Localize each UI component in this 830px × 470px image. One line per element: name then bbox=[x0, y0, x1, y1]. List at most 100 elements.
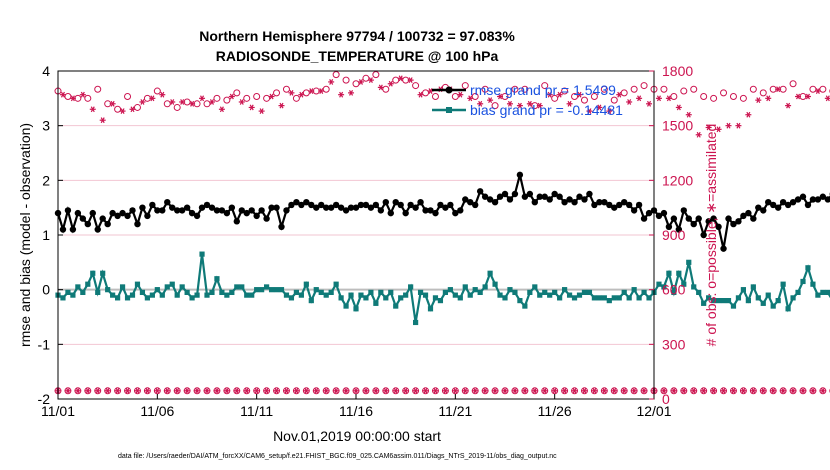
rmse-point bbox=[412, 204, 419, 211]
rmse-point bbox=[99, 215, 106, 222]
rmse-point bbox=[427, 207, 434, 214]
obs-assimilated-bottom-marker bbox=[372, 387, 379, 394]
obs-assimilated-bottom-marker bbox=[283, 387, 290, 394]
bias-point bbox=[755, 295, 761, 301]
left-tick-label: 0 bbox=[42, 282, 50, 298]
rmse-point bbox=[750, 215, 757, 222]
rmse-point bbox=[715, 223, 722, 230]
rmse-point bbox=[392, 199, 399, 206]
obs-assimilated-bottom-marker bbox=[601, 387, 608, 394]
bias-point bbox=[119, 284, 126, 290]
obs-assimilated-marker bbox=[357, 79, 364, 85]
obs-possible-marker bbox=[223, 96, 231, 104]
rmse-point bbox=[367, 204, 375, 211]
bias-point bbox=[393, 303, 399, 309]
bias-point bbox=[308, 298, 314, 304]
rmse-point bbox=[208, 204, 216, 211]
obs-possible-marker bbox=[620, 89, 628, 97]
rmse-point bbox=[193, 212, 201, 220]
obs-count-markers bbox=[54, 71, 830, 395]
bias-point bbox=[770, 303, 776, 309]
right-tick-label: 600 bbox=[662, 282, 686, 298]
obs-assimilated-marker bbox=[89, 106, 96, 113]
obs-assimilated-marker bbox=[765, 95, 772, 102]
bias-point bbox=[631, 287, 637, 293]
rmse-point bbox=[263, 215, 270, 222]
obs-assimilated-bottom-marker bbox=[74, 387, 81, 394]
rmse-point bbox=[770, 201, 777, 209]
bias-point bbox=[715, 298, 722, 304]
obs-assimilated-bottom-marker bbox=[213, 387, 220, 394]
rmse-point bbox=[804, 201, 812, 209]
rmse-point bbox=[824, 196, 830, 203]
obs-assimilated-bottom-marker bbox=[353, 387, 359, 394]
right-tick-label: 1200 bbox=[662, 172, 693, 188]
obs-possible-marker bbox=[610, 96, 618, 104]
obs-assimilated-marker bbox=[606, 108, 613, 114]
obs-assimilated-bottom-marker bbox=[800, 387, 806, 394]
obs-assimilated-bottom-marker bbox=[790, 387, 797, 394]
obs-assimilated-marker bbox=[675, 104, 682, 111]
rmse-point bbox=[452, 209, 459, 217]
obs-assimilated-marker bbox=[99, 117, 106, 124]
obs-assimilated-bottom-marker bbox=[154, 387, 161, 394]
obs-possible-marker bbox=[64, 93, 72, 101]
rmse-point bbox=[561, 199, 568, 206]
obs-assimilated-bottom-marker bbox=[710, 387, 717, 394]
left-axis-label: rmse and bias (model - observation) bbox=[17, 123, 33, 347]
obs-assimilated-marker bbox=[328, 79, 335, 85]
legend-rmse-label: rmse grand pr = 1.5439 bbox=[470, 82, 616, 98]
bias-point bbox=[95, 289, 101, 295]
rmse-point bbox=[526, 190, 534, 198]
rmse-point bbox=[64, 207, 72, 214]
bias-point bbox=[398, 295, 404, 301]
obs-assimilated-bottom-marker bbox=[442, 387, 449, 394]
rmse-point bbox=[357, 201, 365, 209]
obs-assimilated-marker bbox=[725, 122, 732, 129]
rmse-point bbox=[188, 209, 196, 217]
rmse-point bbox=[794, 196, 802, 203]
obs-possible-marker bbox=[491, 102, 499, 110]
bias-point bbox=[626, 295, 632, 301]
bias-point bbox=[760, 300, 766, 306]
bias-point bbox=[487, 270, 493, 276]
obs-assimilated-marker bbox=[367, 77, 374, 84]
rmse-point bbox=[462, 196, 469, 203]
obs-assimilated-marker bbox=[218, 106, 225, 113]
bias-point bbox=[686, 259, 692, 265]
rmse-point bbox=[695, 215, 702, 222]
obs-possible-marker bbox=[153, 87, 161, 95]
bias-point bbox=[547, 292, 553, 298]
obs-possible-marker bbox=[124, 93, 132, 101]
bias-point bbox=[254, 287, 260, 293]
x-tick-label: 11/16 bbox=[339, 403, 373, 419]
obs-assimilated-bottom-marker bbox=[243, 387, 250, 394]
rmse-point bbox=[437, 201, 444, 209]
obs-possible-marker bbox=[451, 93, 459, 101]
rmse-point bbox=[705, 218, 712, 225]
rmse-point bbox=[407, 201, 414, 209]
obs-assimilated-bottom-marker bbox=[690, 387, 697, 394]
rmse-point bbox=[298, 201, 305, 209]
x-tick-label: 11/11 bbox=[240, 403, 273, 419]
bias-point bbox=[656, 281, 662, 287]
rmse-point bbox=[183, 204, 191, 211]
rmse-point bbox=[735, 218, 742, 225]
obs-assimilated-marker bbox=[695, 131, 702, 138]
bias-point bbox=[303, 281, 309, 287]
rmse-point bbox=[476, 188, 484, 195]
rmse-point bbox=[89, 209, 96, 217]
bias-point bbox=[174, 292, 180, 298]
bias-point bbox=[358, 292, 364, 298]
obs-assimilated-bottom-marker bbox=[750, 387, 757, 394]
rmse-point bbox=[700, 231, 707, 239]
obs-assimilated-marker bbox=[536, 102, 543, 109]
rmse-point bbox=[278, 223, 285, 230]
bias-point bbox=[790, 295, 796, 301]
obs-assimilated-marker bbox=[248, 104, 255, 111]
bias-point bbox=[507, 287, 513, 293]
rmse-point bbox=[685, 215, 692, 222]
obs-assimilated-bottom-marker bbox=[253, 387, 260, 394]
obs-assimilated-bottom-marker bbox=[134, 387, 141, 394]
obs-assimilated-bottom-marker bbox=[551, 387, 558, 394]
